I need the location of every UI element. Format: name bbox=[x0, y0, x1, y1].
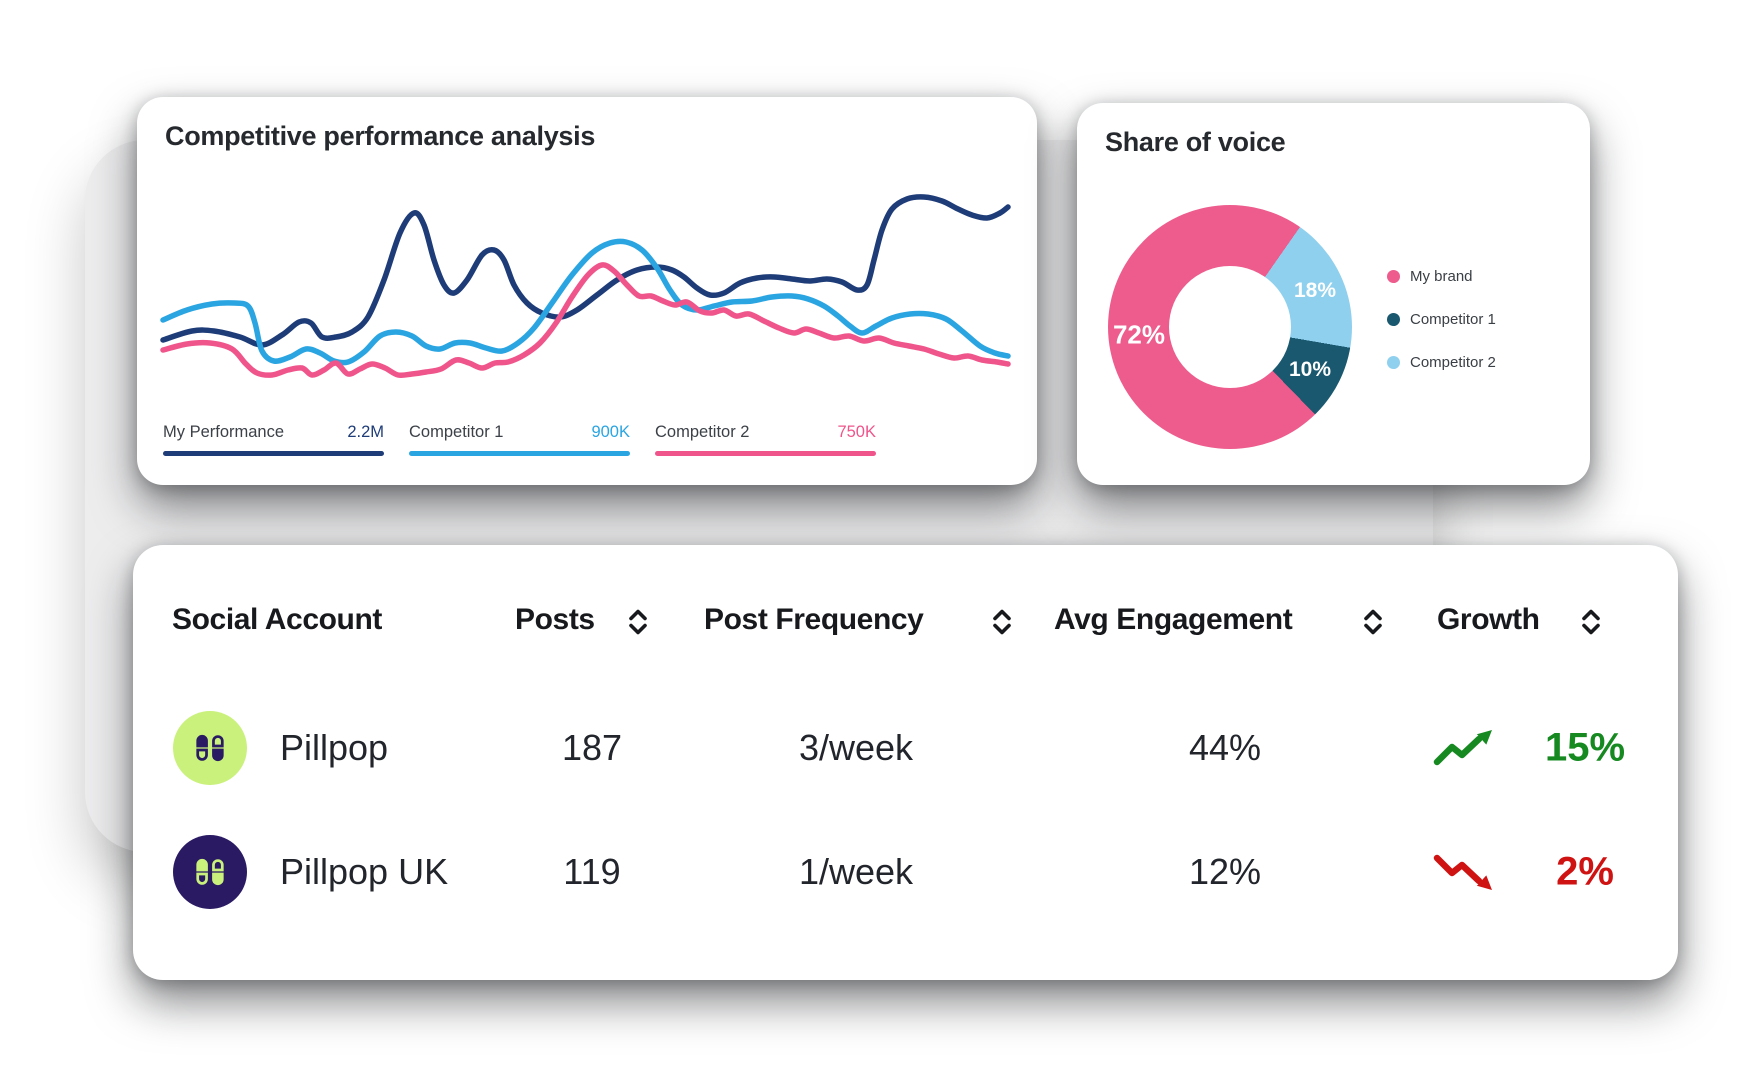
legend-underline bbox=[163, 451, 384, 456]
slice-label-competitor-1: 10% bbox=[1288, 358, 1332, 381]
social-accounts-card: Social Account Posts Post Frequency Avg … bbox=[133, 545, 1678, 980]
legend-value: 750K bbox=[837, 423, 876, 441]
column-header-avg-engagement[interactable]: Avg Engagement bbox=[1054, 603, 1293, 636]
line-my-performance bbox=[160, 194, 1011, 348]
table-row[interactable]: Pillpop UK 119 1/week 12% 2% bbox=[133, 835, 1678, 909]
line-competitor-2 bbox=[160, 262, 1011, 379]
sort-icon[interactable] bbox=[991, 607, 1013, 637]
post-frequency-cell: 1/week bbox=[798, 851, 914, 892]
account-name: Pillpop UK bbox=[280, 851, 449, 892]
slice-label-competitor-2: 18% bbox=[1293, 279, 1337, 302]
column-header-growth[interactable]: Growth bbox=[1437, 603, 1540, 636]
legend-my-performance[interactable]: My Performance 2.2M bbox=[163, 423, 384, 456]
share-of-voice-donut: 72% 10% 18% bbox=[1108, 205, 1352, 449]
pills-icon bbox=[196, 734, 224, 762]
sort-icon[interactable] bbox=[1362, 607, 1384, 637]
legend-label: Competitor 2 bbox=[655, 423, 750, 441]
account-name: Pillpop bbox=[280, 727, 389, 768]
share-of-voice-card: Share of voice 72% 10% 18% My brand Comp… bbox=[1077, 103, 1590, 485]
growth-value: 2% bbox=[1556, 849, 1614, 894]
posts-cell: 187 bbox=[561, 727, 623, 768]
sort-icon[interactable] bbox=[627, 607, 649, 637]
column-header-post-frequency[interactable]: Post Frequency bbox=[704, 603, 924, 636]
avg-engagement-cell: 12% bbox=[1188, 851, 1262, 892]
legend-value: 900K bbox=[591, 423, 630, 441]
line-competitor-1 bbox=[160, 238, 1011, 366]
legend-underline bbox=[409, 451, 630, 456]
legend-label: Competitor 2 bbox=[1410, 354, 1496, 371]
legend-dot bbox=[1387, 270, 1400, 283]
legend-label: My brand bbox=[1410, 268, 1473, 285]
legend-label: My Performance bbox=[163, 423, 285, 441]
share-legend-competitor-2[interactable]: Competitor 2 bbox=[1387, 354, 1496, 371]
legend-dot bbox=[1387, 313, 1400, 326]
pills-icon bbox=[196, 858, 224, 886]
sort-icon[interactable] bbox=[1580, 607, 1602, 637]
share-legend-my-brand[interactable]: My brand bbox=[1387, 268, 1473, 285]
legend-competitor-1[interactable]: Competitor 1 900K bbox=[409, 423, 630, 456]
post-frequency-cell: 3/week bbox=[798, 727, 914, 768]
legend-dot bbox=[1387, 356, 1400, 369]
legend-label: Competitor 1 bbox=[1410, 311, 1496, 328]
performance-card: Competitive performance analysis My Perf… bbox=[137, 97, 1037, 485]
legend-value: 2.2M bbox=[347, 423, 384, 441]
trend-down-icon bbox=[1433, 854, 1492, 890]
share-card-title: Share of voice bbox=[1105, 127, 1286, 157]
legend-underline bbox=[655, 451, 876, 456]
growth-value: 15% bbox=[1544, 725, 1626, 770]
slice-label-my-brand: 72% bbox=[1112, 319, 1166, 350]
avg-engagement-cell: 44% bbox=[1188, 727, 1262, 768]
performance-line-chart bbox=[160, 194, 1011, 379]
column-header-posts[interactable]: Posts bbox=[515, 603, 595, 636]
performance-card-title: Competitive performance analysis bbox=[165, 121, 596, 151]
pillpop-uk-avatar bbox=[173, 835, 247, 909]
table-row[interactable]: Pillpop 187 3/week 44% 15% bbox=[133, 711, 1678, 785]
legend-competitor-2[interactable]: Competitor 2 750K bbox=[655, 423, 876, 456]
pillpop-avatar bbox=[173, 711, 247, 785]
share-legend-competitor-1[interactable]: Competitor 1 bbox=[1387, 311, 1496, 328]
trend-up-icon bbox=[1433, 730, 1492, 766]
legend-label: Competitor 1 bbox=[409, 423, 504, 441]
column-header-social-account[interactable]: Social Account bbox=[172, 603, 382, 636]
posts-cell: 119 bbox=[563, 851, 621, 892]
